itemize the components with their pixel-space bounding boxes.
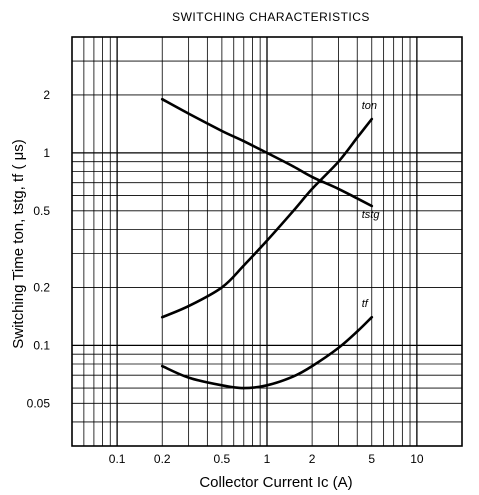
x-tick-label: 2 — [309, 452, 316, 466]
y-axis-label: Switching Time ton, tstg, tf ( μs) — [10, 139, 27, 349]
x-tick-label: 0.1 — [109, 452, 126, 466]
x-tick-label: 0.2 — [154, 452, 171, 466]
series-line-tstg — [160, 97, 374, 208]
series-line-ton — [160, 117, 374, 319]
x-tick-label: 0.5 — [214, 452, 231, 466]
y-tick-label: 2 — [43, 88, 50, 102]
tick-labels: 0.1 0.2 0.5 1 2 5 10 0.05 0.1 0.2 0.5 1 2 — [27, 88, 424, 466]
y-tick-label: 0.5 — [33, 204, 50, 218]
series-label-tf: tf — [362, 298, 369, 310]
chart-title: SWITCHING CHARACTERISTICS — [172, 10, 370, 24]
series-label-tstg: tstg — [362, 209, 381, 221]
y-tick-label: 0.1 — [33, 338, 50, 352]
plot-frame — [71, 36, 463, 447]
x-axis-label: Collector Current Ic (A) — [199, 474, 352, 491]
x-tick-label: 5 — [368, 452, 375, 466]
x-tick-label: 10 — [410, 452, 424, 466]
x-tick-label: 1 — [264, 452, 271, 466]
y-tick-label: 0.05 — [27, 396, 51, 410]
y-tick-label: 0.2 — [33, 280, 50, 294]
grid — [72, 37, 462, 446]
series-line-tf — [160, 315, 374, 390]
y-tick-label: 1 — [43, 146, 50, 160]
series-label-ton: ton — [362, 100, 377, 112]
series-group: ton tstg tf — [160, 97, 381, 390]
